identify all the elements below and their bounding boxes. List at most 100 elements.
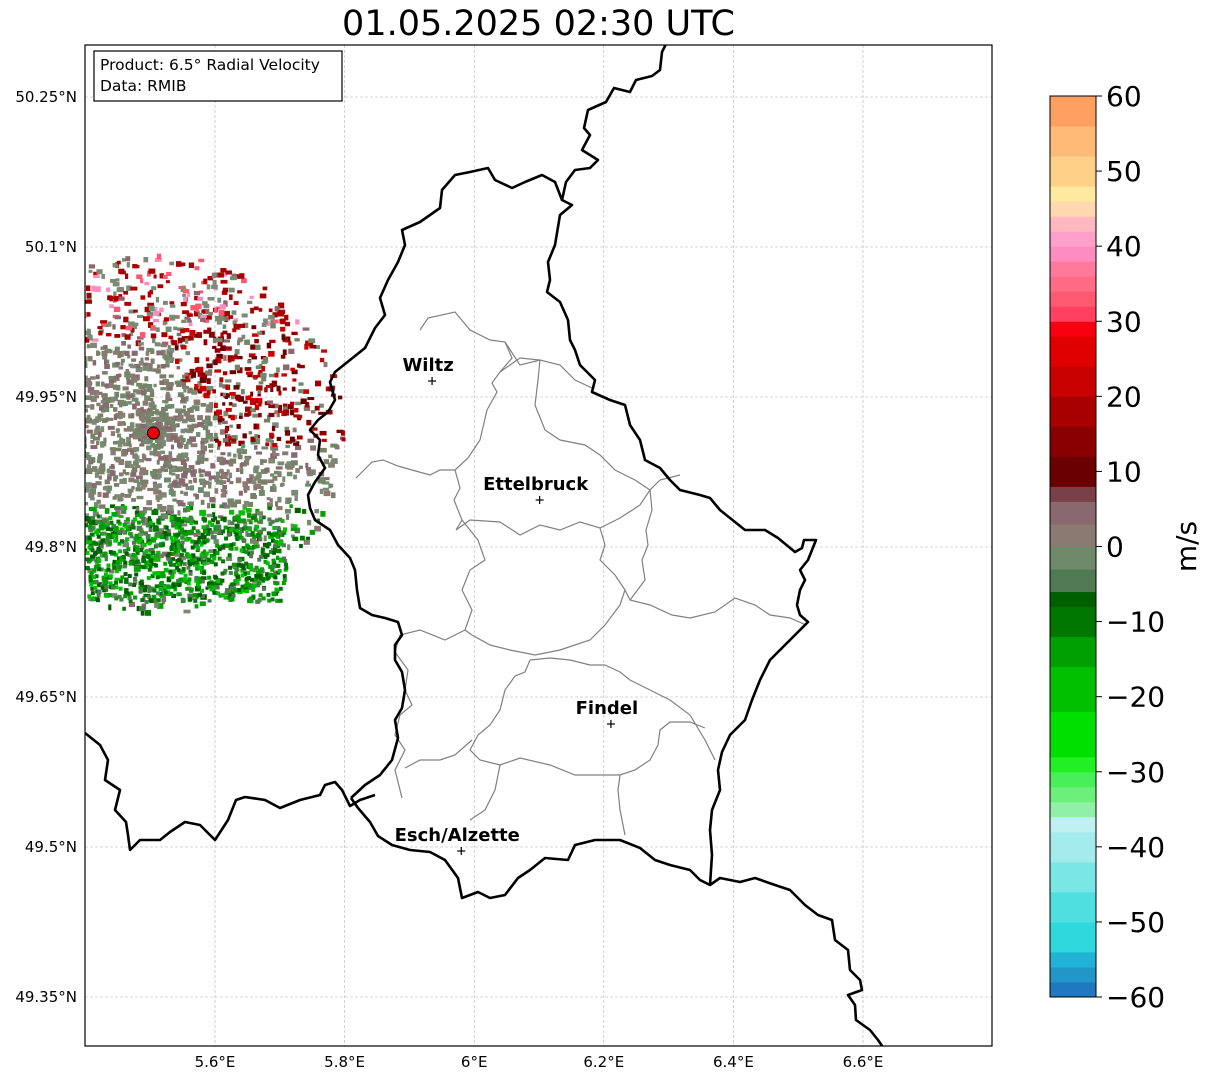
- echo-pixel: [267, 541, 272, 546]
- echo-pixel: [100, 320, 108, 324]
- echo-pixel: [250, 436, 256, 442]
- echo-pixel: [195, 582, 200, 587]
- echo-pixel: [256, 472, 262, 478]
- echo-pixel: [75, 410, 80, 413]
- echo-pixel: [136, 525, 143, 531]
- echo-pixel: [118, 514, 124, 519]
- echo-pixel: [153, 274, 157, 279]
- echo-pixel: [150, 358, 155, 365]
- y-tick-label: 49.35°N: [15, 988, 77, 1006]
- echo-pixel: [40, 467, 45, 472]
- echo-pixel: [203, 529, 208, 534]
- echo-pixel: [104, 479, 110, 485]
- echo-pixel: [114, 535, 119, 542]
- product-info-box: Product: 6.5° Radial Velocity Data: RMIB: [93, 50, 343, 102]
- echo-pixel: [34, 362, 40, 367]
- echo-pixel: [280, 518, 285, 523]
- echo-pixel: [71, 351, 78, 354]
- echo-pixel: [229, 402, 233, 406]
- echo-pixel: [246, 478, 254, 484]
- colorbar-segment: [1050, 216, 1096, 232]
- echo-pixel: [240, 278, 247, 284]
- echo-pixel: [0, 536, 5, 540]
- echo-pixel: [292, 427, 297, 433]
- echo-pixel: [114, 375, 120, 379]
- echo-pixel: [220, 578, 225, 583]
- echo-pixel: [310, 445, 317, 451]
- echo-pixel: [188, 335, 194, 341]
- echo-pixel: [278, 558, 283, 563]
- echo-pixel: [184, 338, 189, 344]
- echo-pixel: [328, 454, 333, 459]
- echo-pixel: [116, 287, 123, 293]
- radar-site-marker: [146, 426, 160, 440]
- echo-pixel: [181, 598, 186, 603]
- echo-pixel: [49, 419, 56, 423]
- echo-pixel: [236, 515, 241, 520]
- echo-pixel: [63, 430, 68, 436]
- echo-pixel: [133, 595, 138, 600]
- echo-pixel: [152, 481, 157, 486]
- echo-pixel: [272, 319, 279, 324]
- echo-pixel: [77, 366, 83, 372]
- echo-pixel: [96, 582, 102, 588]
- echo-pixel: [142, 365, 149, 371]
- echo-pixel: [287, 544, 291, 551]
- echo-pixel: [240, 573, 245, 578]
- echo-pixel: [220, 452, 226, 456]
- echo-pixel: [245, 395, 252, 401]
- echo-pixel: [198, 478, 206, 483]
- echo-pixel: [137, 532, 144, 537]
- echo-pixel: [96, 546, 101, 551]
- echo-pixel: [98, 475, 102, 480]
- echo-pixel: [323, 459, 329, 465]
- echo-pixel: [150, 442, 156, 448]
- echo-pixel: [158, 455, 165, 461]
- echo-pixel: [124, 301, 132, 306]
- echo-pixel: [166, 271, 172, 277]
- echo-pixel: [115, 511, 120, 517]
- echo-pixel: [92, 511, 99, 517]
- echo-pixel: [254, 434, 258, 439]
- echo-pixel: [222, 324, 227, 329]
- echo-pixel: [242, 518, 247, 523]
- echo-pixel: [90, 342, 97, 349]
- echo-pixel: [20, 410, 23, 416]
- echo-pixel: [133, 446, 140, 452]
- echo-pixel: [108, 581, 113, 586]
- echo-pixel: [170, 552, 175, 557]
- echo-pixel: [256, 511, 264, 516]
- echo-pixel: [61, 420, 65, 424]
- echo-pixel: [125, 517, 130, 522]
- echo-pixel: [67, 274, 73, 278]
- echo-pixel: [69, 455, 76, 459]
- colorbar-segment: [1050, 891, 1096, 923]
- echo-pixel: [287, 404, 294, 410]
- echo-pixel: [64, 427, 69, 431]
- echo-pixel: [85, 523, 89, 528]
- echo-pixel: [121, 508, 127, 514]
- echo-pixel: [111, 562, 116, 567]
- echo-pixel: [260, 552, 267, 558]
- echo-pixel: [106, 287, 111, 292]
- echo-pixel: [118, 296, 125, 301]
- echo-pixel: [106, 567, 111, 572]
- echo-pixel: [161, 435, 165, 440]
- echo-pixel: [114, 585, 119, 590]
- echo-pixel: [170, 542, 175, 547]
- echo-pixel: [223, 301, 228, 307]
- echo-pixel: [226, 595, 231, 600]
- echo-pixel: [176, 332, 182, 337]
- echo-pixel: [99, 406, 103, 411]
- echo-pixel: [61, 380, 68, 383]
- echo-pixel: [280, 326, 286, 332]
- x-tick-label: 6.4°E: [713, 1053, 754, 1071]
- echo-pixel: [25, 484, 30, 487]
- echo-pixel: [213, 529, 221, 535]
- colorbar-unit-label: m/s: [1170, 521, 1203, 572]
- echo-pixel: [181, 396, 186, 403]
- echo-pixel: [290, 527, 298, 532]
- echo-pixel: [126, 285, 132, 291]
- echo-pixel: [131, 486, 135, 490]
- echo-pixel: [269, 532, 274, 537]
